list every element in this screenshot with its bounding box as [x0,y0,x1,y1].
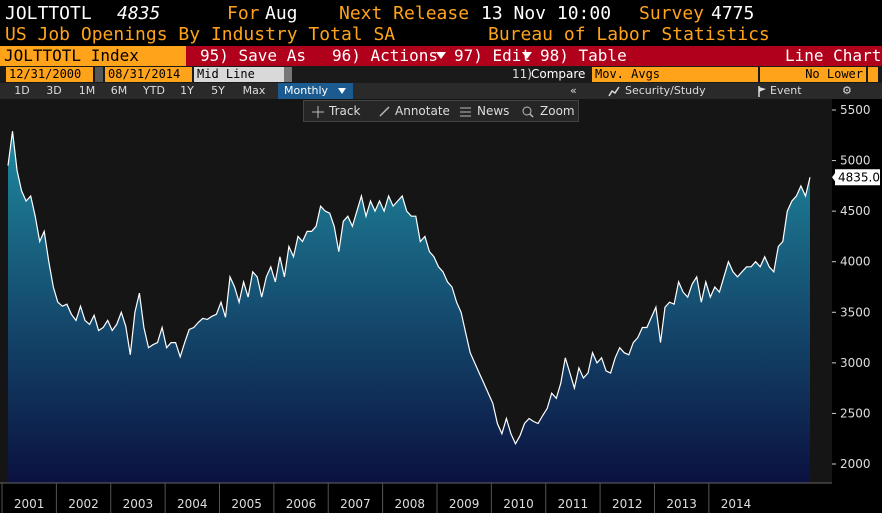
range-6m[interactable]: 6M [110,84,128,97]
line-mode-dropdown[interactable] [284,67,292,82]
x-tick-label: 2012 [612,497,643,511]
survey-label: Survey [639,3,705,24]
x-tick-label: 2009 [449,497,480,511]
zoom-button[interactable]: Zoom [540,104,575,118]
range-ytd[interactable]: YTD [143,84,165,97]
lower-chart-select[interactable]: No Lower Chart [760,67,866,96]
y-tick-label: 4500 [840,204,871,218]
chart-area: 2000 2500 3000 3500 4000 4500 5000 5500 2001 200… [0,99,882,513]
lower-chart-dropdown[interactable] [868,67,878,82]
compare-button[interactable]: Compare [531,67,586,81]
compare-number: 11) [512,67,532,81]
range-1d[interactable]: 1D [14,84,30,97]
table-button[interactable]: 98) Table [540,46,627,65]
annotate-pencil-icon [379,106,390,117]
track-button[interactable]: Track [329,104,361,118]
x-tick-label: 2001 [14,497,45,511]
zoom-magnifier-icon [522,106,534,118]
for-value: Aug [265,3,298,24]
range-1y[interactable]: 1Y [180,84,194,97]
end-date-field[interactable]: 08/31/2014 [105,67,192,82]
last-value-badge: 4835.0 [832,169,880,186]
frequency-label: Monthly [284,84,329,97]
control-bar: 12/31/2000 08/31/2014 Mid Line 11) Compa… [0,66,882,96]
x-tick-label: 2004 [177,497,208,511]
series-line [7,131,811,446]
x-tick-label: 2007 [340,497,371,511]
range-5y[interactable]: 5Y [211,84,225,97]
event-flag-icon [758,86,766,97]
y-tick-label: 5000 [840,154,871,168]
range-bar: 1D 3D 1M 6M YTD 1Y 5Y Max Monthly « Secu… [0,83,882,99]
security-study-icon [608,86,620,97]
event-button[interactable]: Event [770,84,802,97]
date-separator [95,67,103,82]
annotate-button[interactable]: Annotate [395,104,450,118]
next-release-label: Next Release [339,3,470,24]
next-release-value: 13 Nov 10:00 [481,3,612,24]
edit-menu[interactable]: 97) Edit [454,46,532,65]
x-axis: 2001 2002 2003 2004 2005 2006 2007 2008 2009 2010… [0,482,832,513]
x-tick-label: 2002 [68,497,99,511]
range-max[interactable]: Max [242,84,266,97]
frequency-dropdown-icon [338,88,346,94]
collapse-icon[interactable]: « [570,84,577,97]
area-fill [8,131,810,483]
range-3d[interactable]: 3D [46,84,62,97]
news-icon [460,107,471,117]
last-value-badge-box [835,169,880,186]
security-study-button[interactable]: Security/Study [625,84,706,97]
menu-bar: JOLTTOTL Index 95) Save As 96) Actions 9… [0,46,882,66]
line-mode-select[interactable]: Mid Line [194,67,284,82]
last-value: 4835 [117,3,161,24]
y-tick-label: 4000 [840,255,871,269]
start-date-field[interactable]: 12/31/2000 [6,67,93,82]
edit-dropdown-icon[interactable] [522,52,532,60]
x-tick-label: 2011 [558,497,589,511]
chart-type-label[interactable]: Line Chart [785,46,882,65]
security-title: US Job Openings By Industry Total SA [5,24,396,45]
y-axis: 2000 2500 3000 3500 4000 4500 5000 5500 [832,103,871,471]
x-tick-label: 2003 [123,497,154,511]
last-value-pointer [832,173,835,182]
ticker-symbol: JOLTTOTL [5,3,92,24]
chart-toolbox: Track Annotate News Zoom [303,100,579,122]
x-tick-label: 2010 [503,497,534,511]
y-tick-label: 3500 [840,305,871,319]
gear-icon[interactable]: ⚙ [842,84,852,97]
last-value-label: 4835.0 [838,170,880,184]
news-button[interactable]: News [477,104,510,118]
mov-avgs-field[interactable]: Mov. Avgs [592,67,758,82]
ticker-field[interactable]: JOLTTOTL Index [0,46,186,66]
x-tick-label: 2006 [286,497,317,511]
survey-value: 4775 [711,3,755,24]
x-tick-label: 2014 [721,497,752,511]
data-source: Bureau of Labor Statistics [488,24,770,45]
x-tick-label: 2005 [231,497,262,511]
range-1m[interactable]: 1M [78,84,96,97]
y-tick-label: 3000 [840,356,871,370]
header-row-2: US Job Openings By Industry Total SA Bur… [0,24,882,46]
save-as-button[interactable]: 95) Save As [200,46,306,65]
actions-dropdown-icon[interactable] [436,52,446,60]
header-row-1: JOLTTOTL 4835 For Aug Next Release 13 No… [0,3,882,25]
y-tick-label: 2000 [840,457,871,471]
track-crosshair-icon [312,106,324,118]
actions-menu[interactable]: 96) Actions [332,46,438,65]
y-tick-label: 5500 [840,103,871,117]
for-label: For [227,3,260,24]
y-tick-label: 2500 [840,406,871,420]
frequency-select[interactable]: Monthly [278,83,353,99]
y-axis-panel [832,99,882,513]
x-tick-label: 2008 [395,497,426,511]
x-tick-label: 2013 [666,497,697,511]
